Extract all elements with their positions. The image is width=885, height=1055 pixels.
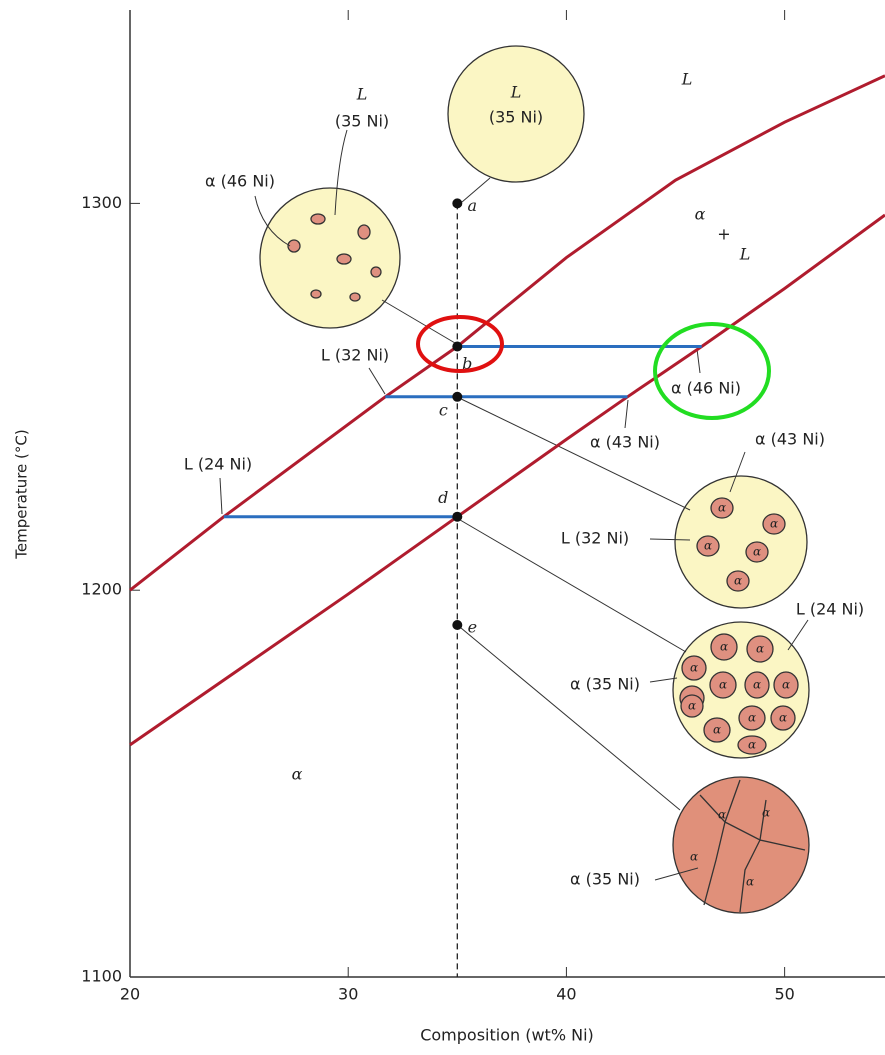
y-tick-label: 1300: [81, 193, 122, 212]
phase-boundary: [129, 213, 885, 747]
x-tick-label: 20: [120, 985, 140, 1004]
annotation: α (43 Ni): [755, 430, 825, 449]
grain-label: α: [688, 699, 696, 713]
phase-boundary: [129, 74, 885, 592]
annotation: +: [717, 225, 730, 244]
annotation: α (35 Ni): [570, 870, 640, 889]
state-point: [452, 198, 463, 209]
annotation: α (35 Ni): [570, 675, 640, 694]
annotation: α: [695, 205, 706, 224]
grain-label: α: [748, 711, 756, 725]
y-axis-label: Temperature (°C): [13, 429, 31, 559]
point-label: e: [468, 618, 477, 637]
grain-label: α: [756, 642, 764, 656]
annotation: L (24 Ni): [796, 600, 864, 619]
annotation: α (46 Ni): [205, 172, 275, 191]
annotation: L: [510, 83, 522, 102]
leaders: [219, 129, 809, 881]
highlight-green: [653, 322, 771, 420]
annotation: L: [681, 70, 693, 89]
x-axis-label: Composition (wt% Ni): [420, 1026, 594, 1045]
grain-label: α: [734, 574, 742, 588]
annotation: L (32 Ni): [321, 346, 389, 365]
x-tick-label: 40: [556, 985, 576, 1004]
state-point: [452, 511, 463, 522]
grain-label: α: [762, 806, 770, 820]
point-label: d: [438, 488, 448, 507]
grain-label: α: [720, 640, 728, 654]
annotation: L (32 Ni): [561, 529, 629, 548]
grain-label: α: [753, 678, 761, 692]
point-label: c: [439, 400, 448, 419]
microstructures: [259, 45, 810, 914]
point-label: a: [468, 196, 478, 215]
state-point: [452, 341, 463, 352]
annotation: α (46 Ni): [671, 379, 741, 398]
annotation: L: [356, 85, 368, 104]
annotation: (35 Ni): [335, 112, 389, 131]
grain-label: α: [704, 539, 712, 553]
grain-label: α: [718, 501, 726, 515]
annotation: L (24 Ni): [184, 455, 252, 474]
x-tick-label: 50: [774, 985, 794, 1004]
y-tick-label: 1100: [81, 967, 122, 986]
highlight-red: [416, 315, 504, 373]
annotation: α (43 Ni): [590, 433, 660, 452]
y-tick-label: 1200: [81, 580, 122, 599]
grain-label: α: [690, 850, 698, 864]
annotation: α: [292, 765, 303, 784]
x-tick-label: 30: [338, 985, 358, 1004]
grain-label: α: [718, 808, 726, 822]
grain-label: α: [690, 661, 698, 675]
annotation: (35 Ni): [489, 108, 543, 127]
state-point: [452, 391, 463, 402]
grain-label: α: [719, 678, 727, 692]
grain-label: α: [782, 678, 790, 692]
grain-label: α: [753, 545, 761, 559]
grain-label: α: [748, 738, 756, 752]
point-label: b: [462, 354, 472, 373]
state-point: [452, 620, 463, 631]
grain-label: α: [713, 723, 721, 737]
grain-label: α: [746, 875, 754, 889]
grain-label: α: [770, 517, 778, 531]
grain-label: α: [779, 711, 787, 725]
annotation: L: [739, 245, 751, 264]
